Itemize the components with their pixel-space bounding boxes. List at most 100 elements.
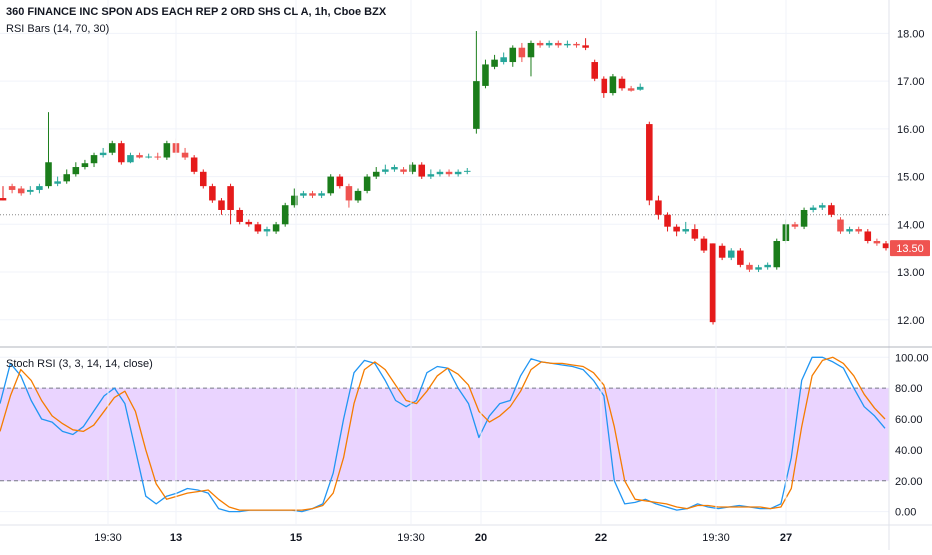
candle <box>363 174 371 194</box>
candle <box>354 188 362 203</box>
candle-body <box>718 245 726 258</box>
price-candles <box>0 31 890 325</box>
candle <box>327 174 334 196</box>
candle <box>864 229 872 244</box>
candle-body <box>727 250 735 258</box>
candle-body <box>809 207 817 210</box>
candle <box>582 38 589 51</box>
stoch-rsi-lines <box>0 356 886 513</box>
candle <box>400 167 407 175</box>
candle-body <box>382 169 389 172</box>
candle-body <box>509 47 517 63</box>
candle <box>664 212 671 232</box>
candle-body <box>99 152 107 156</box>
candle <box>36 183 43 194</box>
stoch-rsi-legend[interactable]: Stoch RSI (3, 3, 14, 14, close) <box>6 358 153 370</box>
candle <box>291 188 298 208</box>
candle <box>591 59 598 82</box>
candle-body <box>664 214 671 227</box>
candle-body <box>108 143 116 153</box>
candle-body <box>636 86 644 90</box>
candle-body <box>372 171 380 177</box>
candle-body <box>791 224 799 227</box>
candle <box>209 183 216 203</box>
candle-body <box>819 205 826 208</box>
candle <box>445 169 453 177</box>
candle-body <box>81 163 89 168</box>
time-axis[interactable]: 19:30 13 15 19:30 20 22 19:30 27 <box>94 0 792 544</box>
candle-body <box>8 186 16 190</box>
candle-body <box>800 209 808 227</box>
time-tick-label: 20 <box>475 532 487 544</box>
candle <box>491 54 498 70</box>
osc-tick-label: 0.00 <box>895 507 916 519</box>
candle-body <box>163 143 171 158</box>
candle-body <box>272 224 280 232</box>
time-tick-label: 19:30 <box>702 532 730 544</box>
candle <box>199 169 207 189</box>
candle-body <box>400 169 407 172</box>
candle-body <box>427 174 435 177</box>
candle <box>72 162 80 177</box>
candle-body <box>828 205 835 215</box>
candle-body <box>545 42 553 46</box>
osc-tick-label: 100.00 <box>895 352 929 364</box>
price-tick-label: 16.00 <box>897 124 925 136</box>
last-price-tag-text: 13.50 <box>896 243 924 255</box>
candle <box>309 190 316 199</box>
candle-body <box>609 76 617 94</box>
time-tick-label: 19:30 <box>397 532 425 544</box>
candle <box>482 59 489 89</box>
candle-body <box>181 152 189 158</box>
candle <box>372 167 380 179</box>
candle <box>746 262 753 273</box>
candle-body <box>227 186 234 210</box>
candle-body <box>755 267 762 270</box>
candle-body <box>454 171 462 175</box>
candle <box>54 176 61 187</box>
candle <box>673 224 680 237</box>
candle <box>609 73 617 96</box>
candle-body <box>737 250 744 265</box>
candle <box>727 248 735 261</box>
candle-body <box>864 231 872 242</box>
candle-body <box>345 186 353 201</box>
candle <box>764 262 771 270</box>
candle <box>145 153 152 159</box>
candle-body <box>873 241 881 244</box>
candle <box>190 155 198 175</box>
candle <box>136 152 143 159</box>
rsi-bars-legend[interactable]: RSI Bars (14, 70, 30) <box>6 23 110 35</box>
candle-body <box>291 195 298 206</box>
price-tick-label: 15.00 <box>897 172 925 184</box>
candle <box>163 140 171 160</box>
candle-body <box>837 219 844 232</box>
candle-body <box>473 81 480 129</box>
candle-body <box>882 243 890 249</box>
candle <box>718 243 726 261</box>
candle <box>882 241 890 251</box>
candle <box>646 121 653 206</box>
last-price-tag: 13.50 <box>890 240 930 257</box>
candle <box>819 202 826 210</box>
candle <box>391 164 398 172</box>
candle-body <box>27 189 34 192</box>
time-tick-label: 22 <box>595 532 607 544</box>
candle <box>791 221 799 230</box>
price-axis[interactable]: 12.00 13.00 14.00 15.00 16.00 17.00 18.00 <box>897 28 925 326</box>
candle <box>300 190 307 199</box>
candle-body <box>482 64 489 86</box>
candle-body <box>154 156 162 158</box>
candle <box>345 183 353 208</box>
candle-body <box>199 171 207 187</box>
candle-body <box>445 171 453 175</box>
candle <box>281 202 289 227</box>
candle <box>873 238 881 246</box>
candle-body <box>582 45 589 48</box>
candle <box>118 140 125 165</box>
oscillator-axis[interactable]: 0.00 20.00 40.00 60.00 80.00 100.00 <box>895 352 929 518</box>
candle-body <box>409 164 416 172</box>
candle-body <box>518 47 526 58</box>
